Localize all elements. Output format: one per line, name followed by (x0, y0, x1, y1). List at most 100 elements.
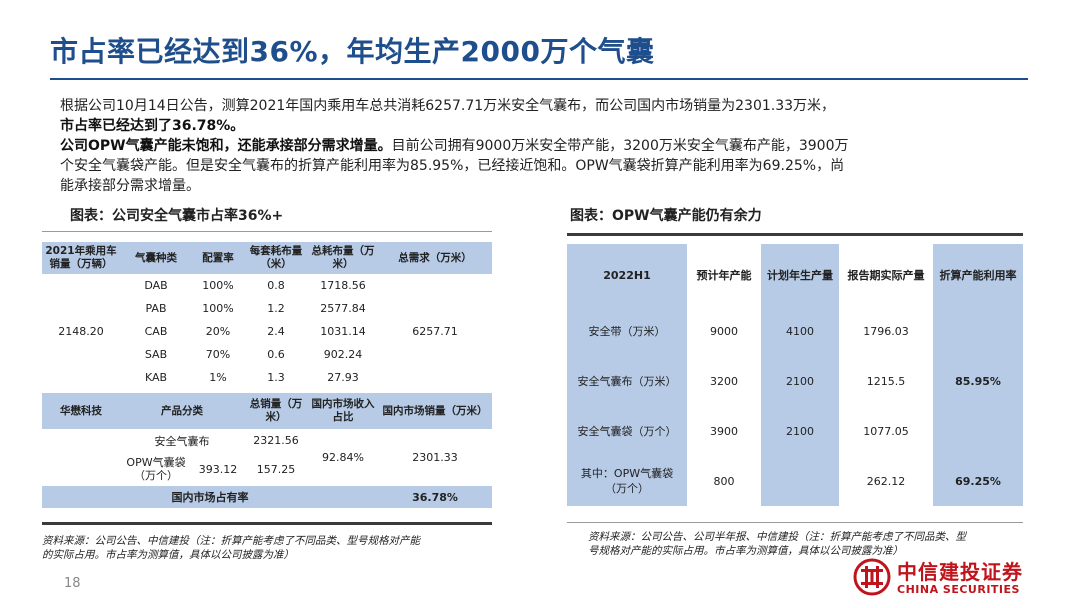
paragraph-line-2: 市占率已经达到了36.78%。 (60, 116, 1020, 136)
row-utilization: 85.95% (933, 356, 1023, 406)
table-row: 安全带（万米） 9000 4100 1796.03 (567, 306, 1023, 356)
cell-per-set: 2.4 (267, 325, 285, 338)
opw-sales: 157.25 (256, 462, 296, 476)
cell-rate: 100% (202, 302, 234, 315)
share-value: 36.78% (378, 486, 492, 508)
market-share-table: 2021年乘用车销量（万辆） 气囊种类 配置率 每套耗布量（米） 总耗布量（万米… (42, 242, 492, 508)
table-header-row: 2022H1 预计年产能 计划年生产量 报告期实际产量 折算产能利用率 (567, 244, 1023, 306)
table-row: 其中：OPW气囊袋（万个） 800 262.12 69.25% (567, 456, 1023, 506)
row-actual: 262.12 (866, 474, 906, 488)
right-source-line-1: 资料来源：公司公告、公司半年报、中信建投（注：折算产能考虑了不同品类、型 (588, 531, 966, 543)
row-capacity: 3900 (710, 424, 738, 438)
cell-per-set: 0.8 (267, 279, 285, 292)
cell-type: SAB (144, 348, 168, 361)
market-share-highlight: 市占率已经达到了36.78%。 (60, 118, 245, 134)
left-source-line-1: 资料来源：公司公告、中信建投（注：折算产能考虑了不同品类、型号规格对产能 (42, 535, 420, 547)
subheader-domestic-ratio: 国内市场收入占比 (308, 393, 378, 429)
row-plan: 2100 (761, 356, 839, 406)
table-row: OPW气囊袋（万个） 393.12 157.25 (42, 452, 492, 486)
cell-rate: 20% (205, 325, 231, 338)
citic-emblem-icon (853, 558, 891, 596)
subheader-total-sales: 总销量（万米） (244, 393, 308, 429)
row-actual: 1077.05 (863, 424, 909, 438)
cell-per-set: 1.2 (267, 302, 285, 315)
paragraph-line-4: 个安全气囊袋产能。但是安全气囊布的折算产能利用率为85.95%，已经接近饱和。O… (60, 158, 845, 174)
cell-rate: 1% (209, 371, 227, 384)
row-name: 其中：OPW气囊袋（万个） (567, 456, 687, 506)
header-sales: 2021年乘用车销量（万辆） (42, 242, 120, 274)
header-total-fabric: 总耗布量（万米） (308, 242, 378, 274)
domestic-ratio: 92.84% (322, 451, 364, 464)
cell-type: PAB (145, 302, 167, 315)
cell-total: 902.24 (323, 348, 363, 361)
row-capacity: 9000 (710, 324, 738, 338)
row-name: 安全气囊袋（万个） (567, 406, 687, 456)
row-utilization: 69.25% (933, 456, 1023, 506)
capacity-table: 2022H1 预计年产能 计划年生产量 报告期实际产量 折算产能利用率 安全带（… (567, 244, 1023, 506)
header-per-set: 每套耗布量（米） (244, 242, 308, 274)
opw-count: 393.12 (198, 462, 238, 476)
right-caption-rule (567, 233, 1023, 236)
header-capacity: 预计年产能 (696, 269, 752, 282)
header-config-rate: 配置率 (192, 242, 244, 274)
logo-chinese-name: 中信建投证券 (897, 560, 1023, 584)
cell-total: 27.93 (327, 371, 359, 384)
paragraph-line-3: 公司OPW气囊产能未饱和，还能承接部分需求增量。目前公司拥有9000万米安全带产… (60, 136, 1020, 156)
header-period: 2022H1 (567, 244, 687, 306)
left-table-bottom-rule (42, 522, 492, 525)
table-row: 安全气囊袋（万个） 3900 2100 1077.05 (567, 406, 1023, 456)
right-table-bottom-rule (567, 522, 1023, 523)
title-divider (50, 78, 1028, 80)
subheader-domestic-sales: 国内市场销量（万米） (378, 393, 492, 429)
domestic-sales: 2301.33 (412, 451, 458, 464)
row-plan (761, 456, 839, 506)
header-plan: 计划年生产量 (761, 244, 839, 306)
row-actual: 1215.5 (866, 374, 906, 388)
company-logo: 中信建投证券 CHINA SECURITIES (853, 556, 1031, 600)
cell-type: DAB (144, 279, 168, 292)
opw-label: OPW气囊袋（万个） (126, 456, 186, 482)
cell-type: KAB (144, 371, 168, 384)
cell-rate: 100% (202, 279, 234, 292)
row-name: 安全带（万米） (567, 306, 687, 356)
table-row: KAB 1% 1.3 27.93 (42, 366, 492, 389)
header-actual: 报告期实际产量 (847, 269, 925, 282)
row-actual: 1796.03 (863, 324, 909, 338)
table-row: 安全气囊布（万米） 3200 2100 1215.5 85.95% (567, 356, 1023, 406)
left-caption-rule (42, 231, 492, 232)
cell-total: 2577.84 (320, 302, 366, 315)
cell-total: 1031.14 (320, 325, 366, 338)
row-capacity: 800 (713, 474, 735, 488)
table-row: 国内市场占有率 36.78% (42, 486, 492, 508)
cell-rate: 70% (205, 348, 231, 361)
paragraph-line-1: 根据公司10月14日公告，测算2021年国内乘用车总共消耗6257.71万米安全… (60, 98, 836, 114)
total-demand-cell: 6257.71 (412, 325, 458, 338)
subheader-company: 华懋科技 (42, 393, 120, 429)
fabric-label: 安全气囊布 (154, 434, 210, 448)
row-name: 安全气囊布（万米） (567, 356, 687, 406)
table-row: SAB 70% 0.6 902.24 (42, 343, 492, 366)
table-row: PAB 100% 1.2 2577.84 (42, 297, 492, 320)
row-plan: 2100 (761, 406, 839, 456)
capacity-highlight: 公司OPW气囊产能未饱和，还能承接部分需求增量。 (60, 138, 392, 154)
page-title: 市占率已经达到36%，年均生产2000万个气囊 (50, 35, 655, 68)
cell-type: CAB (144, 325, 168, 338)
share-label: 国内市场占有率 (42, 486, 378, 508)
empty-cell (42, 429, 120, 486)
row-utilization (933, 406, 1023, 456)
right-table-caption: 图表：OPW气囊产能仍有余力 (570, 208, 762, 224)
row-capacity: 3200 (710, 374, 738, 388)
cell-per-set: 1.3 (267, 371, 285, 384)
right-source-line-2: 号规格对产能的实际占用。市占率为测算值，具体以公司披露为准） (588, 545, 903, 557)
table-row: CAB 20% 2.4 1031.14 (42, 320, 492, 343)
row-plan: 4100 (761, 306, 839, 356)
table-subheader-row: 华懋科技 产品分类 总销量（万米） 国内市场收入占比 国内市场销量（万米） (42, 393, 492, 429)
header-total-demand: 总需求（万米） (378, 242, 492, 274)
table-row: 安全气囊布 2321.56 92.84% 2301.33 (42, 429, 492, 464)
table-row: 2148.20 DAB 100% 0.8 1718.56 6257.71 (42, 274, 492, 338)
cell-per-set: 0.6 (267, 348, 285, 361)
left-table-caption: 图表：公司安全气囊市占率36%+ (70, 208, 284, 224)
logo-english-name: CHINA SECURITIES (897, 583, 1020, 596)
header-airbag-type: 气囊种类 (120, 242, 192, 274)
subheader-product: 产品分类 (120, 393, 244, 429)
